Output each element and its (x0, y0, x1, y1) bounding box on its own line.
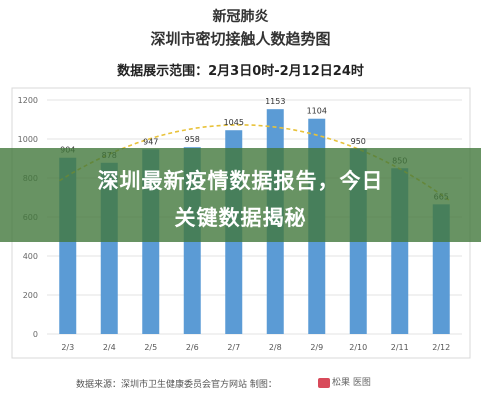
x-tick-label: 2/4 (103, 343, 116, 352)
brand-logo: 松果 医图 (318, 375, 371, 388)
x-tick-label: 2/10 (349, 343, 367, 352)
y-tick-label: 1000 (18, 135, 38, 144)
x-tick-label: 2/8 (269, 343, 282, 352)
data-label: 1153 (265, 97, 285, 106)
headline-line2: 关键数据揭秘 (174, 206, 307, 230)
data-label: 950 (351, 137, 366, 146)
data-label: 947 (143, 137, 158, 146)
headline-line1: 深圳最新疫情数据报告，今日 (97, 169, 384, 193)
x-tick-label: 2/3 (61, 343, 74, 352)
data-label: 1045 (224, 118, 244, 127)
headline-banner (0, 148, 481, 242)
x-tick-label: 2/5 (144, 343, 157, 352)
y-tick-label: 0 (33, 330, 38, 339)
logo-icon (318, 377, 330, 388)
y-tick-label: 1200 (18, 96, 38, 105)
y-tick-label: 200 (23, 291, 38, 300)
data-label: 958 (185, 135, 200, 144)
date-range-label: 数据展示范围：2月3日0时-2月12日24时 (117, 64, 364, 79)
chart-title-line1: 新冠肺炎 (212, 9, 269, 25)
chart-title-line2: 深圳市密切接触人数趋势图 (150, 30, 331, 48)
logo-text: 松果 医图 (332, 378, 371, 388)
data-source: 数据来源：深圳市卫生健康委员会官方网站 制图： (76, 380, 277, 390)
trend-line (59, 124, 451, 202)
x-tick-label: 2/12 (432, 343, 450, 352)
x-tick-label: 2/9 (310, 343, 323, 352)
x-tick-label: 2/11 (391, 343, 409, 352)
data-label: 1104 (307, 107, 327, 116)
y-tick-label: 400 (23, 252, 38, 261)
x-tick-label: 2/7 (227, 343, 240, 352)
x-tick-label: 2/6 (186, 343, 199, 352)
